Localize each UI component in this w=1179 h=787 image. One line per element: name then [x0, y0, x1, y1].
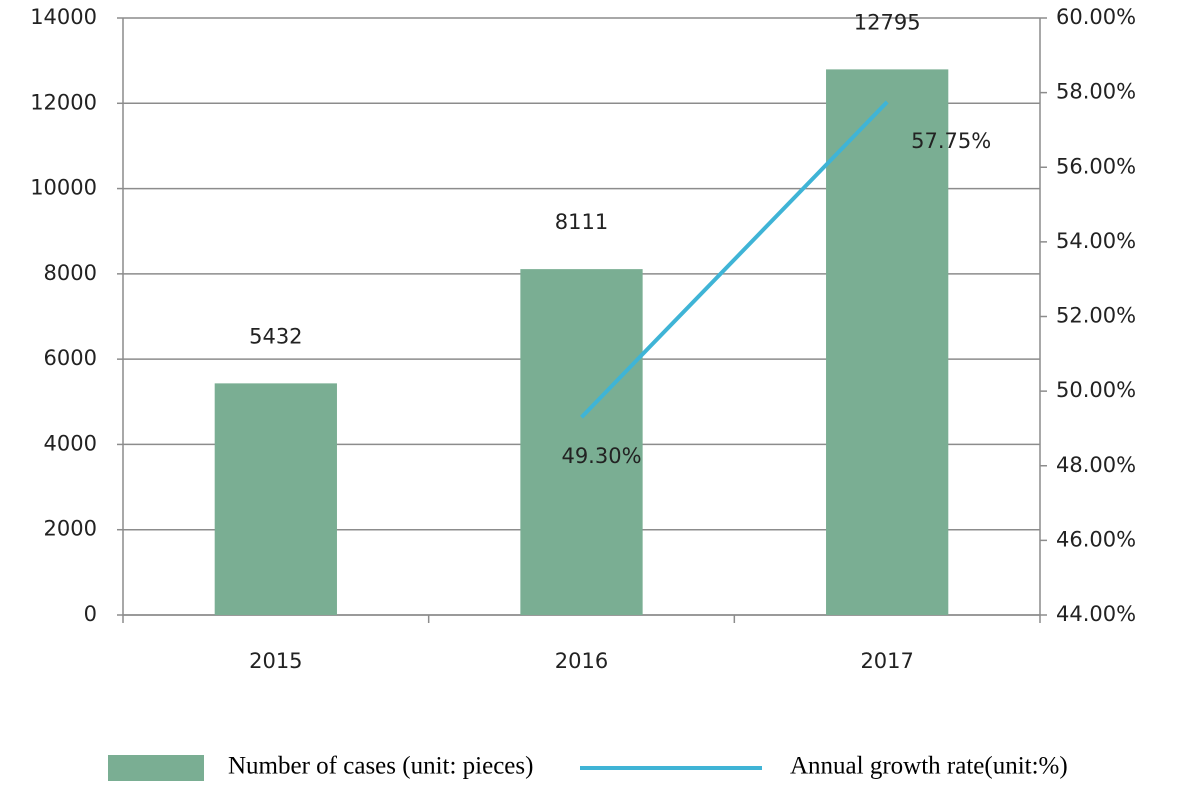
bar: [520, 269, 643, 615]
line: [580, 100, 889, 419]
y-tick-label: 14000: [30, 5, 97, 29]
y-tick-label: 12000: [30, 90, 97, 114]
y2-tick-label: 44.00%: [1056, 602, 1136, 626]
y2-tick-label: 56.00%: [1056, 154, 1136, 178]
bar-label: 12795: [854, 10, 921, 34]
y-tick-label: 6000: [44, 346, 97, 370]
y-tick-label: 4000: [44, 431, 97, 455]
bar-label: 5432: [249, 324, 302, 348]
y2-tick-label: 48.00%: [1056, 453, 1136, 477]
legend-swatch: [108, 755, 204, 781]
y2-tick-label: 60.00%: [1056, 5, 1136, 29]
y2-tick-label: 54.00%: [1056, 229, 1136, 253]
y2-tick-label: 58.00%: [1056, 80, 1136, 104]
line-label: 49.30%: [561, 444, 641, 468]
legend-label: Annual growth rate(unit:%): [790, 753, 1068, 780]
y-tick-label: 0: [84, 602, 97, 626]
y2-tick-label: 52.00%: [1056, 304, 1136, 328]
bar: [826, 69, 949, 615]
x-tick-label: 2016: [555, 649, 608, 673]
y2-tick-label: 50.00%: [1056, 378, 1136, 402]
x-tick-label: 2015: [249, 649, 302, 673]
legend-label: Number of cases (unit: pieces): [228, 753, 533, 780]
y-tick-label: 2000: [44, 517, 97, 541]
bar-label: 8111: [555, 210, 608, 234]
y-tick-label: 8000: [44, 261, 97, 285]
x-tick-label: 2017: [860, 649, 913, 673]
y2-tick-label: 46.00%: [1056, 527, 1136, 551]
line-label: 57.75%: [911, 129, 991, 153]
y-tick-label: 10000: [30, 176, 97, 200]
bar: [214, 383, 337, 615]
